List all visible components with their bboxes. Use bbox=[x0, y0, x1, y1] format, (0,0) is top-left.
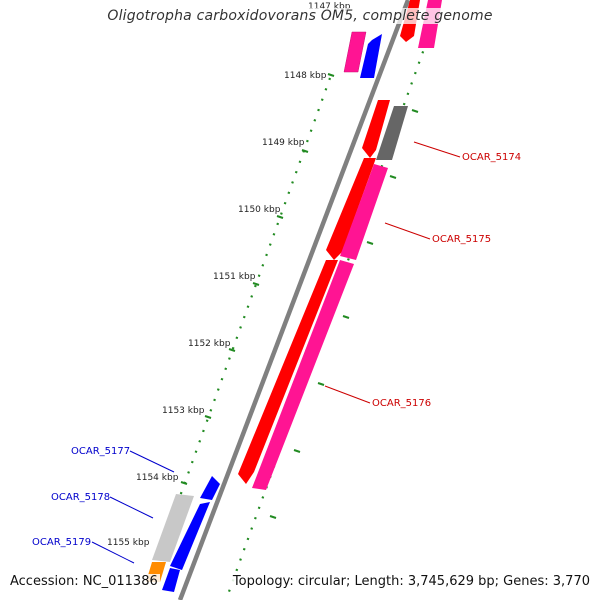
gene-blue-top[interactable] bbox=[360, 34, 382, 78]
gene-blue-5179[interactable] bbox=[162, 568, 180, 592]
gene-label-ocar-5178[interactable]: OCAR_5178 bbox=[51, 492, 110, 503]
gene-label-ocar-5174[interactable]: OCAR_5174 bbox=[462, 152, 521, 163]
genome-backbone bbox=[177, 0, 411, 600]
kbp-label-1149: 1149 kbp bbox=[262, 138, 305, 148]
gene-red-5176[interactable] bbox=[238, 260, 338, 484]
kbp-label-1152: 1152 kbp bbox=[188, 339, 231, 349]
kbp-label-1151: 1151 kbp bbox=[213, 272, 256, 282]
gene-label-ocar-5179[interactable]: OCAR_5179 bbox=[32, 537, 91, 548]
gene-pink-5175[interactable] bbox=[340, 164, 388, 260]
gene-lightgrey-5178[interactable] bbox=[152, 494, 194, 562]
gene-red-5174-upper[interactable] bbox=[362, 100, 390, 158]
red-leader-lines bbox=[324, 141, 461, 404]
kbp-label-1155: 1155 kbp bbox=[107, 538, 150, 548]
inner-tick-track bbox=[148, 77, 332, 581]
blue-leader-lines bbox=[91, 450, 175, 564]
kbp-label-1150: 1150 kbp bbox=[238, 205, 281, 215]
kbp-label-1153: 1153 kbp bbox=[162, 406, 205, 416]
outer-ticks bbox=[269, 109, 419, 519]
kbp-label-1147: 1147 kbp bbox=[308, 2, 351, 12]
gene-blue-5178[interactable] bbox=[170, 502, 210, 570]
kbp-label-1148: 1148 kbp bbox=[284, 71, 327, 81]
kbp-ticks bbox=[156, 73, 335, 552]
gene-red-5175[interactable] bbox=[326, 158, 376, 260]
topology-text: Topology: circular; Length: 3,745,629 bp… bbox=[230, 574, 592, 589]
accession-text: Accession: NC_011386 bbox=[8, 574, 160, 589]
gene-pink-5176[interactable] bbox=[252, 260, 354, 490]
gene-pink-top-left[interactable] bbox=[343, 31, 367, 73]
kbp-label-1154: 1154 kbp bbox=[136, 473, 179, 483]
gene-label-ocar-5176[interactable]: OCAR_5176 bbox=[372, 398, 431, 409]
gene-grey-5174[interactable] bbox=[376, 106, 408, 160]
genome-title: Oligotropha carboxidovorans OM5, complet… bbox=[0, 8, 600, 24]
gene-label-ocar-5177[interactable]: OCAR_5177 bbox=[71, 446, 130, 457]
gene-blue-5177[interactable] bbox=[200, 476, 220, 500]
gene-label-ocar-5175[interactable]: OCAR_5175 bbox=[432, 234, 491, 245]
